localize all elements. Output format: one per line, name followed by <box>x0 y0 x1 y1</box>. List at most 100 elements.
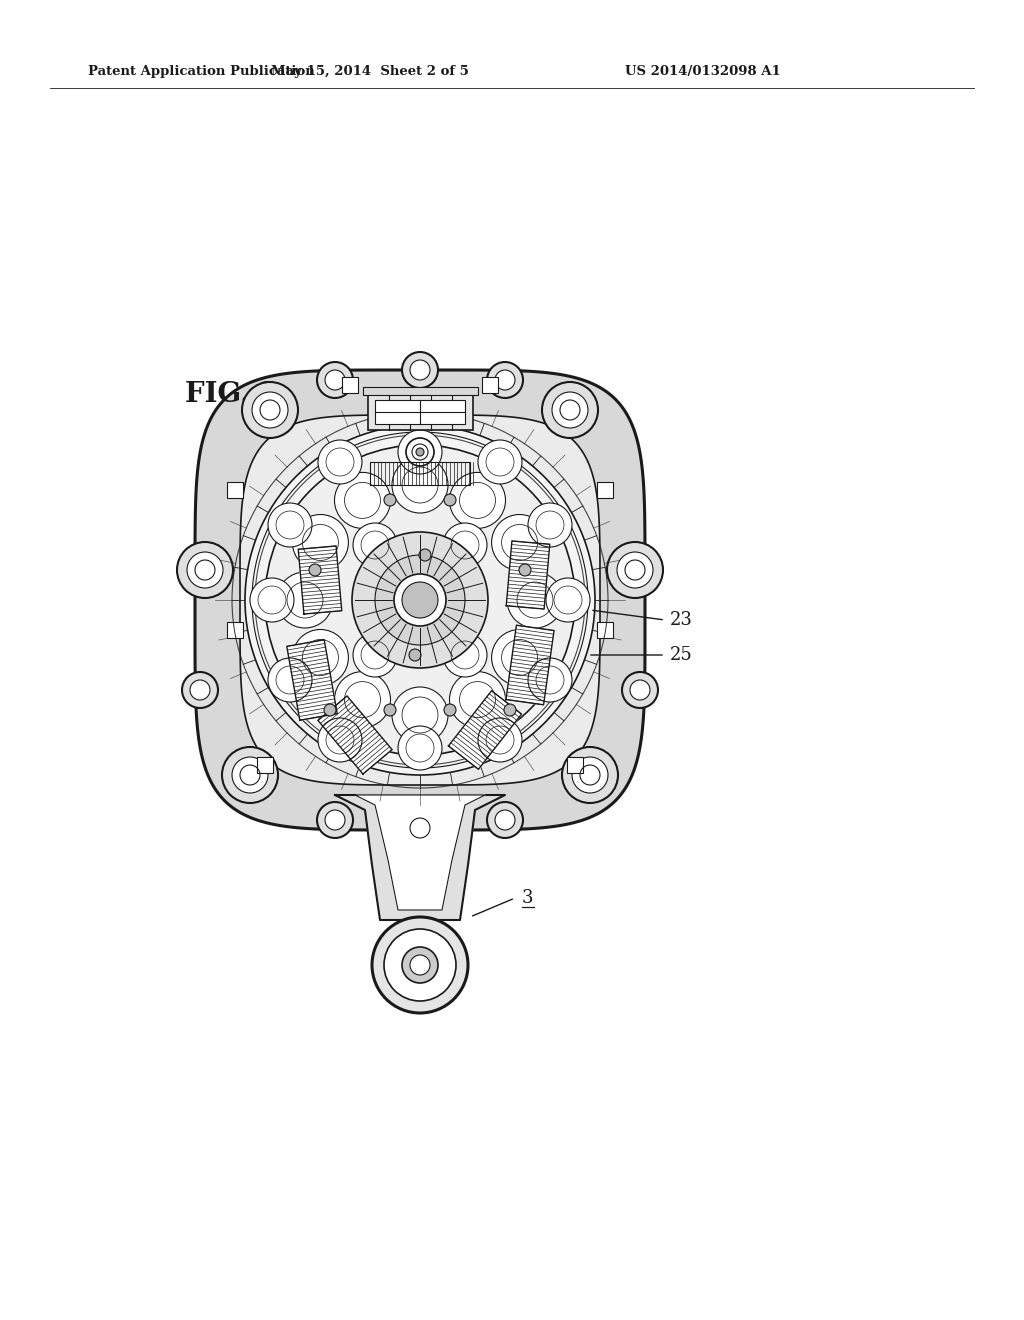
Polygon shape <box>506 626 554 705</box>
Polygon shape <box>335 795 505 920</box>
Circle shape <box>492 630 548 685</box>
Circle shape <box>190 680 210 700</box>
Polygon shape <box>240 414 600 785</box>
Text: 25: 25 <box>670 645 693 664</box>
Circle shape <box>394 574 446 626</box>
Circle shape <box>519 564 531 576</box>
Circle shape <box>384 929 456 1001</box>
Circle shape <box>309 564 321 576</box>
Circle shape <box>398 430 442 474</box>
Polygon shape <box>317 696 392 774</box>
Circle shape <box>318 718 362 762</box>
Circle shape <box>278 572 333 628</box>
Circle shape <box>552 392 588 428</box>
Circle shape <box>317 362 353 399</box>
Circle shape <box>182 672 218 708</box>
Bar <box>375 400 465 424</box>
Circle shape <box>487 803 523 838</box>
Circle shape <box>546 578 590 622</box>
Circle shape <box>495 810 515 830</box>
Circle shape <box>444 704 456 715</box>
Circle shape <box>324 704 336 715</box>
Circle shape <box>392 457 449 513</box>
Circle shape <box>487 362 523 399</box>
Circle shape <box>318 440 362 484</box>
Circle shape <box>268 657 312 702</box>
Circle shape <box>242 381 298 438</box>
Circle shape <box>268 503 312 546</box>
Circle shape <box>444 494 456 506</box>
Circle shape <box>293 515 348 570</box>
Text: Patent Application Publication: Patent Application Publication <box>88 66 314 78</box>
Text: 3: 3 <box>522 888 534 907</box>
Circle shape <box>352 532 488 668</box>
FancyBboxPatch shape <box>597 482 613 498</box>
Circle shape <box>450 672 506 727</box>
Polygon shape <box>355 795 485 909</box>
FancyBboxPatch shape <box>257 756 273 774</box>
Circle shape <box>504 704 516 715</box>
Circle shape <box>335 473 390 528</box>
Circle shape <box>419 549 431 561</box>
Circle shape <box>384 704 396 715</box>
Circle shape <box>265 445 575 755</box>
Circle shape <box>353 523 397 568</box>
Circle shape <box>252 392 288 428</box>
Circle shape <box>232 756 268 793</box>
Circle shape <box>402 810 438 846</box>
Circle shape <box>507 572 563 628</box>
Circle shape <box>402 946 438 983</box>
Circle shape <box>528 657 572 702</box>
Circle shape <box>450 473 506 528</box>
Circle shape <box>375 554 465 645</box>
FancyBboxPatch shape <box>342 378 358 393</box>
Circle shape <box>562 747 618 803</box>
Circle shape <box>622 672 658 708</box>
Circle shape <box>353 634 397 677</box>
Polygon shape <box>298 546 342 614</box>
Circle shape <box>187 552 223 587</box>
Circle shape <box>402 582 438 618</box>
FancyBboxPatch shape <box>597 622 613 638</box>
Polygon shape <box>449 690 521 770</box>
Polygon shape <box>287 640 337 721</box>
Circle shape <box>410 954 430 975</box>
Circle shape <box>325 810 345 830</box>
Bar <box>370 462 470 484</box>
Text: May 15, 2014  Sheet 2 of 5: May 15, 2014 Sheet 2 of 5 <box>271 66 469 78</box>
Circle shape <box>416 447 424 455</box>
Circle shape <box>398 726 442 770</box>
Circle shape <box>245 425 595 775</box>
Text: 23: 23 <box>670 611 693 630</box>
Polygon shape <box>506 541 550 609</box>
Circle shape <box>250 578 294 622</box>
Bar <box>368 395 472 429</box>
Circle shape <box>409 649 421 661</box>
Circle shape <box>222 747 278 803</box>
FancyBboxPatch shape <box>567 756 583 774</box>
Circle shape <box>542 381 598 438</box>
Circle shape <box>478 440 522 484</box>
Circle shape <box>335 672 390 727</box>
Circle shape <box>478 718 522 762</box>
Circle shape <box>293 630 348 685</box>
Circle shape <box>384 494 396 506</box>
Text: US 2014/0132098 A1: US 2014/0132098 A1 <box>625 66 780 78</box>
Circle shape <box>325 370 345 389</box>
Circle shape <box>443 634 487 677</box>
FancyBboxPatch shape <box>227 622 243 638</box>
Circle shape <box>572 756 608 793</box>
Circle shape <box>406 438 434 466</box>
Circle shape <box>443 523 487 568</box>
Circle shape <box>410 360 430 380</box>
Circle shape <box>495 370 515 389</box>
Text: FIG. 2: FIG. 2 <box>185 381 279 408</box>
Circle shape <box>372 917 468 1012</box>
Circle shape <box>607 543 663 598</box>
Circle shape <box>492 515 548 570</box>
Circle shape <box>317 803 353 838</box>
Circle shape <box>528 503 572 546</box>
Circle shape <box>392 686 449 743</box>
FancyBboxPatch shape <box>482 378 498 393</box>
Circle shape <box>617 552 653 587</box>
